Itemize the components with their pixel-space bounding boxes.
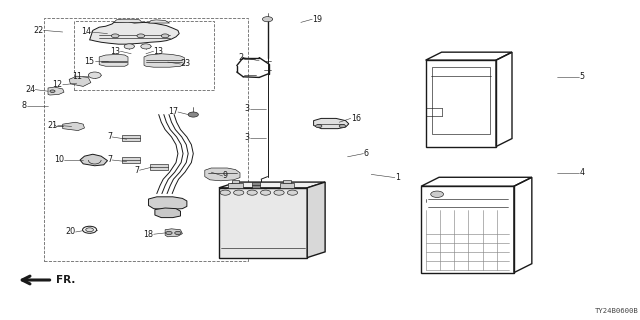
Polygon shape [307, 182, 325, 258]
Polygon shape [165, 229, 182, 237]
Polygon shape [122, 135, 140, 141]
Bar [74, 21, 214, 90]
Polygon shape [114, 19, 142, 22]
Circle shape [50, 90, 55, 92]
Circle shape [287, 190, 298, 195]
Text: 9: 9 [223, 172, 228, 180]
Text: 24: 24 [25, 85, 35, 94]
Circle shape [262, 17, 273, 22]
Circle shape [260, 190, 271, 195]
Text: 4: 4 [579, 168, 584, 177]
Text: 8: 8 [22, 101, 27, 110]
Circle shape [234, 190, 244, 195]
Text: 7: 7 [134, 166, 140, 175]
Text: 1: 1 [395, 173, 400, 182]
Polygon shape [148, 20, 170, 23]
Polygon shape [90, 22, 179, 44]
Circle shape [247, 190, 257, 195]
Polygon shape [122, 157, 140, 163]
Text: 11: 11 [72, 72, 82, 81]
Polygon shape [155, 208, 180, 218]
Polygon shape [219, 182, 325, 188]
Text: 7: 7 [107, 132, 112, 141]
Text: 18: 18 [143, 230, 154, 239]
Polygon shape [314, 118, 349, 129]
Text: 5: 5 [579, 72, 584, 81]
Circle shape [175, 231, 181, 235]
Bar [421, 186, 514, 273]
Bar [228, 183, 243, 188]
Bar [432, 67, 490, 134]
Polygon shape [205, 168, 240, 181]
Circle shape [274, 190, 284, 195]
Text: 17: 17 [168, 108, 178, 116]
Text: 19: 19 [312, 15, 323, 24]
Circle shape [166, 231, 172, 235]
Polygon shape [150, 164, 168, 170]
Bar [44, 18, 248, 261]
Circle shape [316, 124, 322, 128]
Circle shape [83, 226, 97, 233]
Circle shape [188, 112, 198, 117]
Polygon shape [63, 122, 84, 131]
Polygon shape [48, 87, 64, 95]
Circle shape [220, 190, 230, 195]
Text: TY24B0600B: TY24B0600B [595, 308, 639, 314]
Bar [283, 180, 291, 183]
Text: 14: 14 [81, 28, 91, 36]
Text: 2: 2 [238, 53, 243, 62]
Text: 16: 16 [351, 114, 361, 123]
Text: 7: 7 [107, 156, 112, 164]
Bar [280, 183, 294, 188]
Text: FR.: FR. [56, 275, 75, 285]
Text: 13: 13 [110, 47, 120, 56]
Circle shape [137, 34, 145, 38]
Circle shape [88, 72, 101, 78]
Text: 21: 21 [47, 121, 58, 130]
Bar [232, 180, 239, 183]
Circle shape [124, 44, 134, 49]
Polygon shape [144, 54, 184, 67]
Polygon shape [99, 54, 128, 66]
Text: 10: 10 [54, 156, 64, 164]
Bar [426, 60, 496, 147]
Text: 15: 15 [84, 57, 95, 66]
Text: 23: 23 [180, 60, 191, 68]
Text: 3: 3 [244, 104, 250, 113]
Text: 22: 22 [33, 26, 44, 35]
Text: 3: 3 [244, 133, 250, 142]
Circle shape [141, 44, 151, 49]
Bar [252, 182, 260, 188]
Polygon shape [80, 154, 108, 166]
Polygon shape [69, 76, 91, 86]
Text: 6: 6 [364, 149, 369, 158]
Circle shape [111, 34, 119, 38]
Circle shape [339, 124, 346, 128]
Circle shape [431, 191, 444, 197]
Text: 20: 20 [65, 228, 76, 236]
Circle shape [86, 228, 93, 232]
Text: 12: 12 [52, 80, 63, 89]
Bar [219, 188, 307, 258]
Text: 13: 13 [154, 47, 164, 56]
Circle shape [161, 34, 169, 38]
Polygon shape [148, 197, 187, 210]
